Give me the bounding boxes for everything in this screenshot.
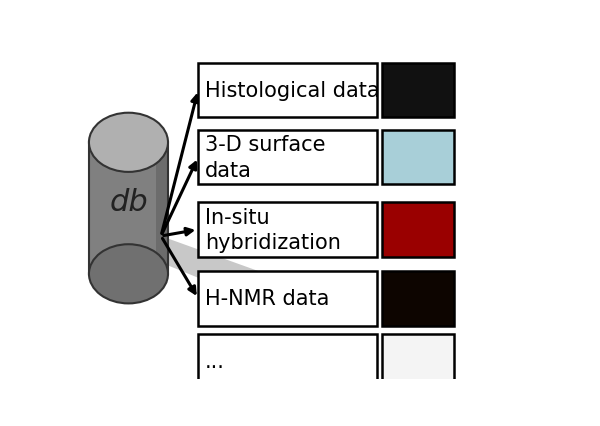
Ellipse shape bbox=[89, 245, 168, 304]
Text: 3-D surface
data: 3-D surface data bbox=[205, 135, 326, 181]
Bar bbox=[198, 131, 377, 185]
Bar bbox=[382, 63, 454, 118]
Bar bbox=[382, 272, 454, 326]
Bar bbox=[198, 334, 377, 388]
Ellipse shape bbox=[89, 113, 168, 173]
Text: Histological data: Histological data bbox=[205, 81, 380, 101]
Bar bbox=[198, 272, 377, 326]
Bar bbox=[382, 334, 454, 388]
Text: ...: ... bbox=[205, 351, 225, 371]
Text: db: db bbox=[109, 187, 148, 216]
Bar bbox=[382, 203, 454, 257]
Bar bbox=[156, 143, 168, 274]
Bar bbox=[198, 203, 377, 257]
Bar bbox=[198, 63, 377, 118]
Text: In-situ
hybridization: In-situ hybridization bbox=[205, 207, 341, 253]
Text: H-NMR data: H-NMR data bbox=[205, 289, 329, 309]
Polygon shape bbox=[157, 235, 289, 315]
Bar bbox=[89, 143, 168, 274]
Bar bbox=[382, 131, 454, 185]
